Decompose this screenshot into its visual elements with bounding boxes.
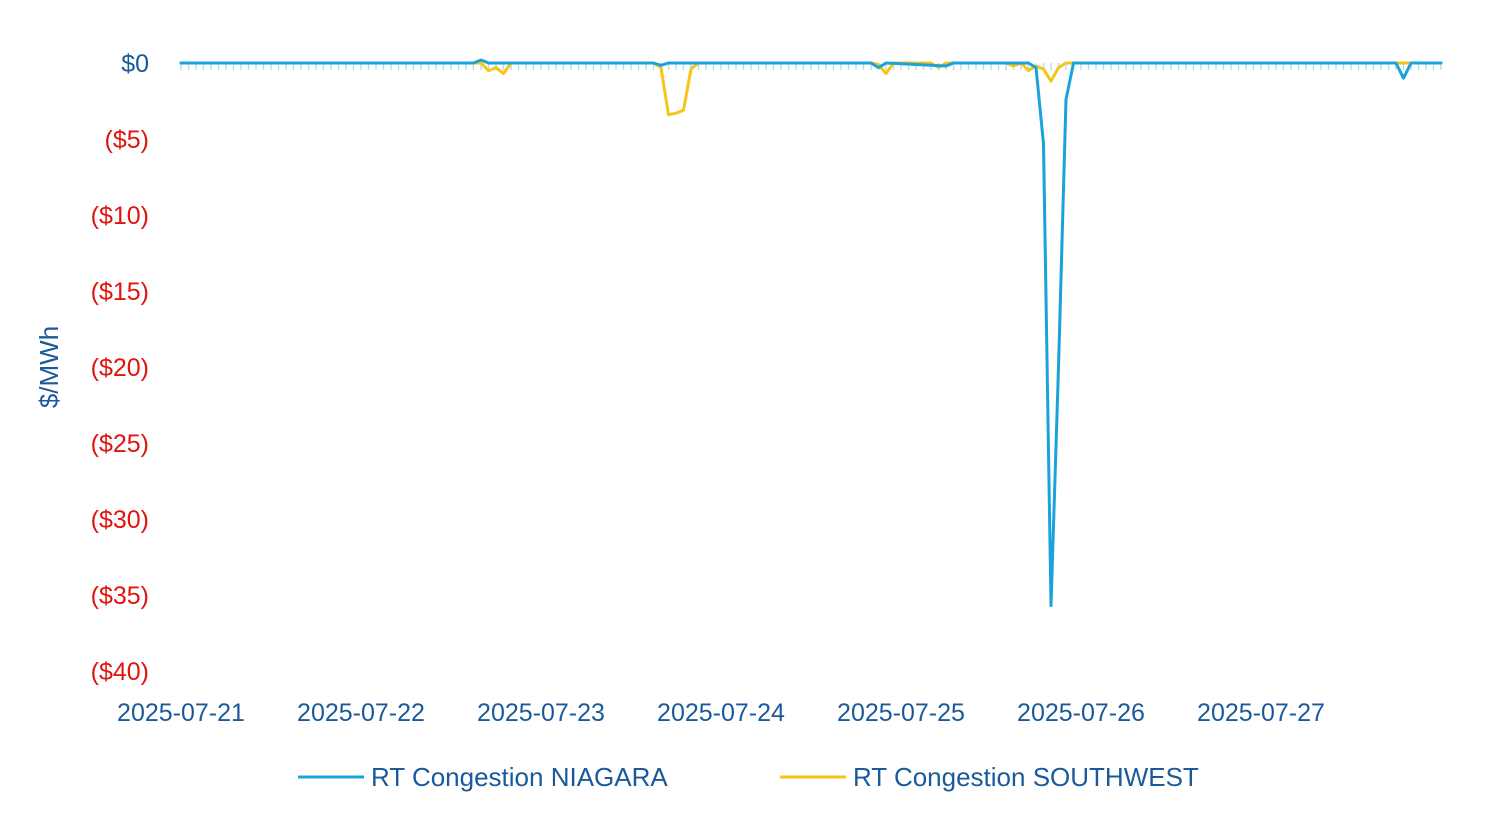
x-tick-label: 2025-07-23 xyxy=(477,699,605,727)
y-tick-label: $0 xyxy=(121,50,149,78)
y-tick-label: ($5) xyxy=(105,126,149,154)
y-tick-label: ($35) xyxy=(91,582,149,610)
x-tick-label: 2025-07-24 xyxy=(657,699,785,727)
y-tick-label: ($15) xyxy=(91,278,149,306)
legend-label-southwest: RT Congestion SOUTHWEST xyxy=(853,762,1199,792)
y-axis: $0 ($5) ($10) ($15) ($20) ($25) ($30) ($35) ($40… xyxy=(91,50,149,686)
y-tick-label: ($30) xyxy=(91,506,149,534)
x-tick-label: 2025-07-27 xyxy=(1197,699,1325,727)
x-tick-label: 2025-07-21 xyxy=(117,699,245,727)
series-line-southwest xyxy=(179,61,1443,117)
legend-label-niagara: RT Congestion NIAGARA xyxy=(371,762,668,792)
x-tick-label: 2025-07-22 xyxy=(297,699,425,727)
y-axis-label: $/MWh xyxy=(34,326,64,408)
x-axis: 2025-07-21 2025-07-22 2025-07-23 2025-07-24… xyxy=(117,699,1325,727)
legend: RT Congestion NIAGARA RT Congestion SOUT… xyxy=(298,762,1199,792)
x-tick-label: 2025-07-26 xyxy=(1017,699,1145,727)
y-tick-label: ($40) xyxy=(91,658,149,686)
series-lines xyxy=(179,58,1443,608)
y-tick-label: ($25) xyxy=(91,430,149,458)
series-line-niagara xyxy=(179,58,1443,608)
y-tick-label: ($20) xyxy=(91,354,149,382)
y-tick-label: ($10) xyxy=(91,202,149,230)
x-tick-label: 2025-07-25 xyxy=(837,699,965,727)
